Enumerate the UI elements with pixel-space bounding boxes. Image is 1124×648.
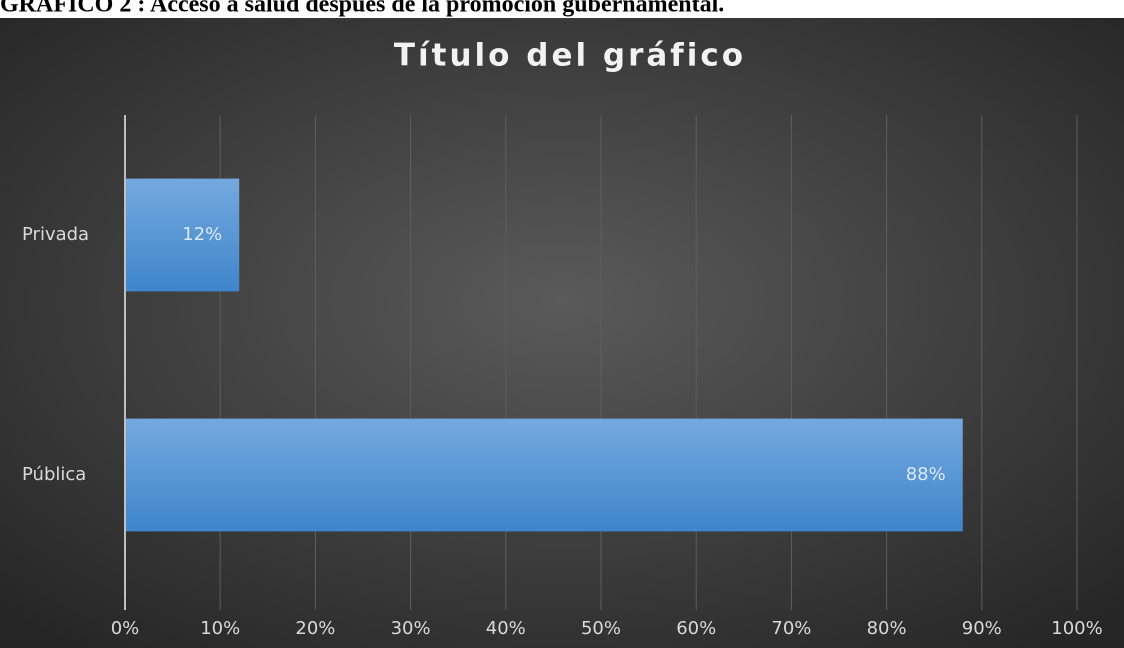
x-tick-label: 30%: [391, 618, 431, 639]
x-tick-label: 60%: [676, 618, 716, 639]
x-tick-label: 20%: [295, 618, 335, 639]
data-label: 12%: [182, 224, 222, 245]
x-tick-label: 40%: [486, 618, 526, 639]
bar: [125, 178, 240, 292]
caption: GRÁFICO 2 : Acceso a salud después de la…: [0, 0, 724, 18]
chart-title: Título del gráfico: [394, 38, 746, 74]
x-tick-label: 0%: [111, 618, 140, 639]
x-tick-label: 10%: [200, 618, 240, 639]
data-label: 88%: [906, 464, 946, 485]
x-tick-label: 80%: [867, 618, 907, 639]
x-tick-label: 100%: [1051, 618, 1102, 639]
bar: [125, 418, 963, 532]
y-tick-label: Privada: [22, 224, 89, 245]
x-tick-label: 90%: [962, 618, 1002, 639]
x-tick-label: 70%: [771, 618, 811, 639]
y-tick-label: Pública: [22, 464, 86, 485]
x-tick-label: 50%: [581, 618, 621, 639]
chart-background: [0, 18, 1124, 648]
